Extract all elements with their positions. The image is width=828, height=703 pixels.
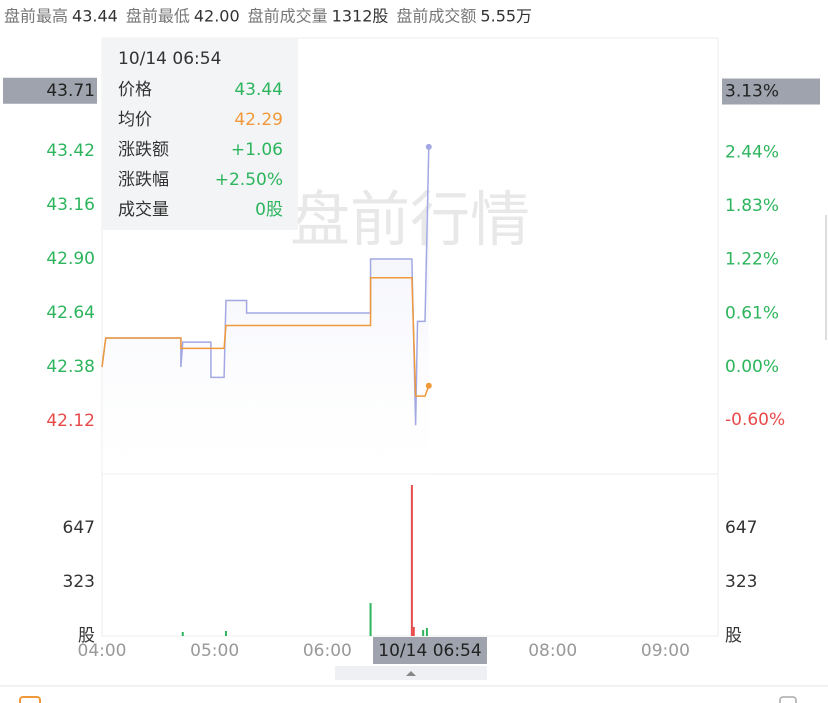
crosshair-box xyxy=(722,78,820,105)
stat-value: 5.55万 xyxy=(480,7,532,26)
vol-unit: 股 xyxy=(78,626,95,646)
vol-tick-label: 323 xyxy=(63,572,95,592)
tooltip xyxy=(103,38,298,230)
tooltip-value: 0股 xyxy=(255,200,283,220)
crosshair-price: 43.71 xyxy=(46,81,95,101)
tooltip-value: 43.44 xyxy=(234,80,283,100)
stat-label: 盘前成交量 xyxy=(248,7,328,26)
tooltip-value: 42.29 xyxy=(234,110,283,130)
icon[interactable] xyxy=(779,696,797,703)
price-line xyxy=(101,146,430,426)
vol-tick-label: 647 xyxy=(63,518,95,538)
y2-tick-label: -0.60% xyxy=(725,410,785,430)
crosshair-box xyxy=(373,637,487,664)
stat-label: 盘前最高 xyxy=(4,7,68,26)
tooltip-time: 10/14 06:54 xyxy=(118,49,221,69)
y2-tick-label: 0.00% xyxy=(725,357,779,377)
volume-bar xyxy=(422,629,425,636)
end-dot xyxy=(425,382,432,389)
y2-tick-label: 1.83% xyxy=(725,196,779,216)
crosshair-time: 10/14 06:54 xyxy=(378,641,481,661)
tooltip-label: 成交量 xyxy=(118,200,169,220)
x-tick-label: 08:00 xyxy=(528,641,577,661)
price-line xyxy=(101,276,430,397)
x-tick-label: 04:00 xyxy=(78,641,127,661)
vol-unit: 股 xyxy=(725,626,742,646)
checkbox[interactable] xyxy=(19,696,41,703)
y-tick-label: 42.38 xyxy=(46,357,95,377)
crosshair-box xyxy=(3,77,97,104)
tooltip-label: 涨跌额 xyxy=(118,140,169,160)
tooltip-label: 涨跌幅 xyxy=(118,170,169,190)
y-tick-label: 43.16 xyxy=(46,195,95,215)
y2-tick-label: 1.22% xyxy=(725,250,779,270)
x-tick-label: 05:00 xyxy=(190,641,239,661)
y-tick-label: 42.90 xyxy=(46,249,95,269)
x-tick-label: 06:00 xyxy=(303,641,352,661)
y2-tick-label: 0.61% xyxy=(725,303,779,323)
stat-value: 1312股 xyxy=(332,7,389,26)
y-tick-label: 42.12 xyxy=(46,411,95,431)
watermark: 盘前行情 xyxy=(290,186,530,256)
y2-tick-label: 2.44% xyxy=(725,142,779,162)
volume-bar xyxy=(369,603,372,636)
volume-bar xyxy=(224,630,227,636)
volume-bar xyxy=(410,485,413,636)
tooltip-value: +1.06 xyxy=(231,140,283,160)
volume-bar xyxy=(412,626,415,636)
handle-arrow xyxy=(406,671,416,676)
stat-label: 盘前最低 xyxy=(126,7,190,26)
stat-label: 盘前成交额 xyxy=(396,7,476,26)
stat-value: 42.00 xyxy=(194,7,240,26)
end-dot xyxy=(425,143,432,150)
vol-tick-label: 323 xyxy=(725,572,757,592)
crosshair-percent: 3.13% xyxy=(725,82,779,102)
stat-value: 43.44 xyxy=(72,7,118,26)
vol-tick-label: 647 xyxy=(725,518,757,538)
tooltip-value: +2.50% xyxy=(215,170,283,190)
tooltip-label: 均价 xyxy=(118,110,152,130)
volume-bar xyxy=(425,627,428,636)
volume-bar xyxy=(181,631,184,636)
y-tick-label: 42.64 xyxy=(46,303,95,323)
x-tick-label: 09:00 xyxy=(641,641,690,661)
tooltip-label: 价格 xyxy=(118,80,152,100)
price-area xyxy=(102,146,429,474)
y-tick-label: 43.42 xyxy=(46,141,95,161)
